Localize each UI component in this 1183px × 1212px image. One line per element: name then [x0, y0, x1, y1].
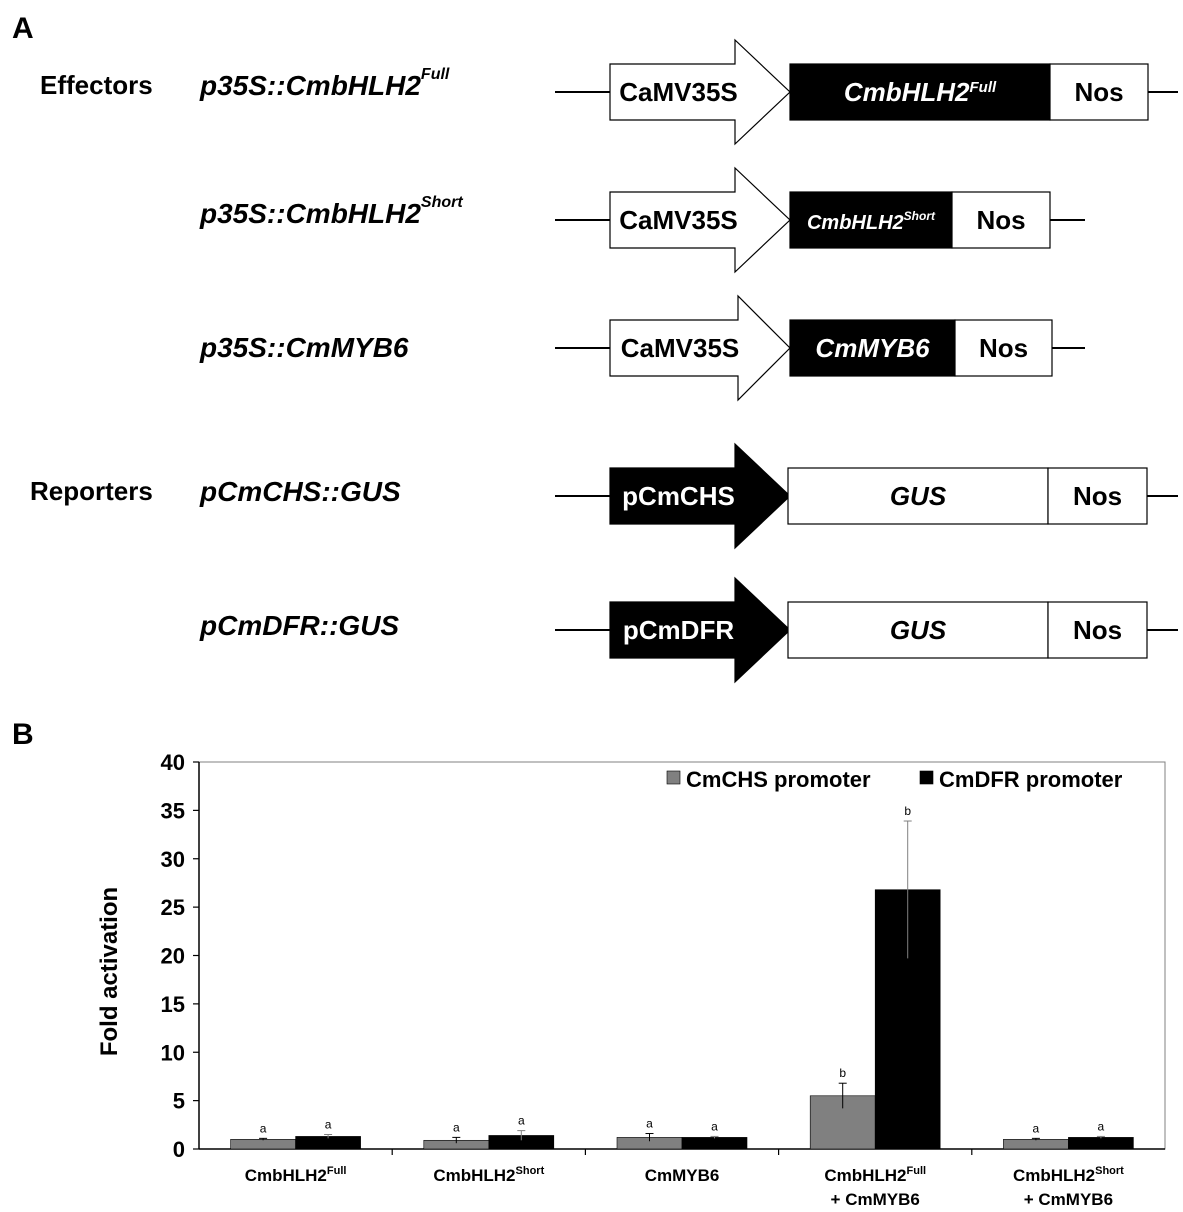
promoter-arrow-1	[609, 38, 791, 146]
terminator-box-3	[954, 319, 1053, 377]
construct-diagrams: CaMV35S CmbHLH2Full Nos CaMV35S CmbHLH2Short…	[555, 38, 1178, 684]
promoter-label-5: pCmDFR	[623, 615, 734, 645]
significance-letter: b	[904, 804, 911, 818]
gene-box-3	[789, 319, 956, 377]
terminator-box-2	[951, 191, 1051, 249]
terminator-label-5: Nos	[1073, 615, 1122, 645]
panel-a-letter: A	[12, 12, 34, 45]
promoter-arrow-2	[609, 166, 791, 274]
y-tick-label: 10	[161, 1040, 185, 1065]
terminator-box-4	[1047, 467, 1148, 525]
terminator-label-3: Nos	[979, 333, 1028, 363]
significance-letter: a	[453, 1120, 460, 1134]
construct-name-4: pCmCHS::GUS	[200, 476, 401, 507]
y-tick-label: 15	[161, 992, 185, 1017]
significance-letter: a	[711, 1119, 718, 1133]
terminator-label-2: Nos	[976, 205, 1025, 235]
significance-letter: a	[1098, 1119, 1105, 1133]
promoter-label-1: CaMV35S	[619, 77, 738, 107]
construct-name-1: p35S::CmbHLH2Full	[200, 66, 450, 101]
effectors-label: Effectors	[40, 70, 153, 100]
panel-b-letter: B	[12, 718, 34, 751]
bar-dfr	[1068, 1137, 1134, 1150]
x-tick-label: CmbHLH2Full	[824, 1165, 926, 1185]
significance-letter: a	[518, 1114, 525, 1128]
gene-box-1	[789, 63, 1051, 121]
gene-label-2: CmbHLH2Short	[807, 209, 936, 234]
y-axis-label: Fold activation	[96, 887, 123, 1056]
promoter-arrow-3	[609, 294, 791, 402]
y-tick-label: 0	[173, 1137, 185, 1162]
y-tick-label: 20	[161, 944, 185, 969]
legend-swatch-dfr	[919, 770, 934, 785]
y-tick-label: 5	[173, 1089, 185, 1114]
reporters-label: Reporters	[30, 476, 153, 506]
x-tick-label: CmMYB6	[645, 1166, 720, 1185]
y-tick-label: 35	[161, 798, 185, 823]
promoter-label-3: CaMV35S	[621, 333, 740, 363]
x-tick-label: CmbHLH2Short	[1013, 1165, 1124, 1185]
promoter-label-2: CaMV35S	[619, 205, 738, 235]
y-tick-label: 40	[161, 750, 185, 775]
x-tick-label-line2: + CmMYB6	[831, 1190, 920, 1209]
x-tick-label-line2: + CmMYB6	[1024, 1190, 1113, 1209]
legend-swatch-chs	[666, 770, 681, 785]
construct-name-3: p35S::CmMYB6	[200, 332, 409, 363]
gene-box-2	[789, 191, 953, 249]
gene-label-1: CmbHLH2Full	[844, 77, 997, 107]
terminator-box-1	[1049, 63, 1149, 121]
y-tick-label: 25	[161, 895, 185, 920]
construct-name-2: p35S::CmbHLH2Short	[200, 194, 463, 229]
bar-dfr	[681, 1137, 748, 1150]
gene-box-4	[787, 467, 1049, 525]
gene-label-4: GUS	[890, 481, 947, 511]
promoter-arrow-4	[609, 442, 791, 550]
terminator-label-4: Nos	[1073, 481, 1122, 511]
significance-letter: b	[839, 1066, 846, 1080]
terminator-label-1: Nos	[1074, 77, 1123, 107]
x-tick-label: CmbHLH2Short	[433, 1165, 544, 1185]
significance-letter: a	[325, 1117, 332, 1131]
gene-label-3: CmMYB6	[815, 333, 930, 363]
y-tick-label: 30	[161, 847, 185, 872]
plot-frame	[198, 761, 1166, 1150]
promoter-label-4: pCmCHS	[622, 481, 735, 511]
promoter-arrow-5	[609, 576, 791, 684]
gene-label-5: GUS	[890, 615, 947, 645]
bar-chs	[1003, 1139, 1069, 1150]
significance-letter: a	[260, 1121, 267, 1135]
bar-chs	[230, 1139, 296, 1150]
significance-letter: a	[646, 1117, 653, 1131]
construct-name-5: pCmDFR::GUS	[200, 610, 400, 641]
x-tick-label: CmbHLH2Full	[245, 1165, 347, 1185]
legend-label-chs: CmCHS promoter	[686, 767, 871, 792]
significance-letter: a	[1033, 1121, 1040, 1135]
terminator-box-5	[1047, 601, 1148, 659]
legend-label-dfr: CmDFR promoter	[939, 767, 1123, 792]
